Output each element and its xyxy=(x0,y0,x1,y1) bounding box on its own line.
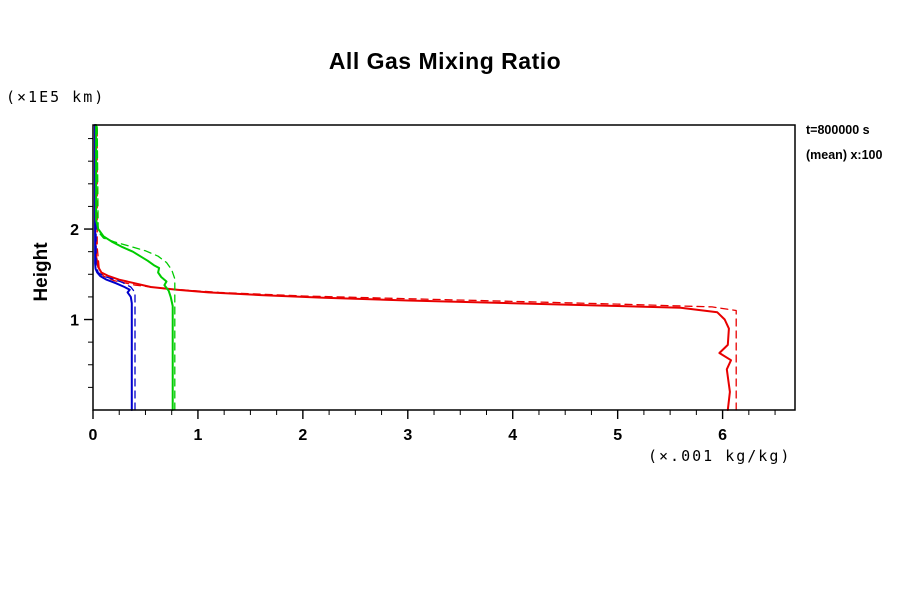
x-tick-label: 6 xyxy=(718,427,727,444)
chart-title: All Gas Mixing Ratio xyxy=(328,48,562,74)
annotation-mean-scale: (mean) x:100 xyxy=(806,148,883,162)
x-tick-label: 1 xyxy=(193,427,202,444)
x-axis-unit-label: (×.001 kg/kg) xyxy=(648,447,792,465)
x-tick-label: 0 xyxy=(89,427,98,444)
x-tick-label: 5 xyxy=(613,427,622,444)
blue-gas-dashed-mean-line xyxy=(95,124,136,411)
x-tick-label: 3 xyxy=(403,427,412,444)
red-gas-solid-line xyxy=(94,124,732,411)
y-axis-unit-label: (×1E5 km) xyxy=(6,88,106,106)
x-tick-label: 2 xyxy=(298,427,307,444)
green-gas-solid-line xyxy=(95,124,174,411)
y-tick-label: 2 xyxy=(70,222,79,239)
plot-frame xyxy=(92,124,796,411)
green-gas-dashed-mean-line xyxy=(96,124,176,411)
red-gas-dashed-mean-line xyxy=(96,124,737,411)
x-tick-label: 4 xyxy=(508,427,517,444)
annotation-time: t=800000 s xyxy=(806,123,870,137)
y-tick-label: 1 xyxy=(70,313,79,330)
blue-gas-solid-line xyxy=(94,124,133,411)
